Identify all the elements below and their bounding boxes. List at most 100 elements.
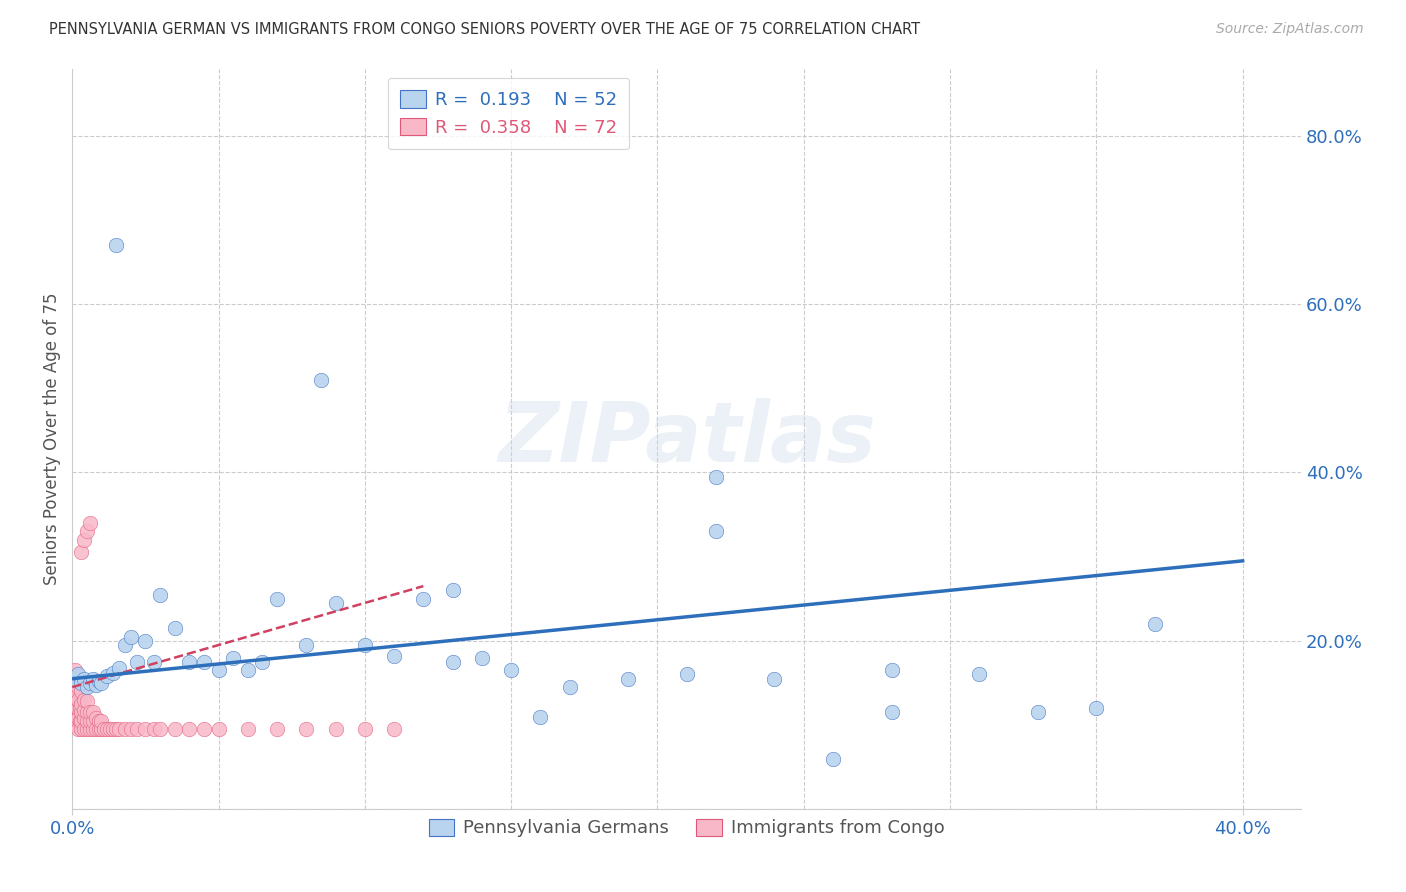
Point	[704, 524, 727, 539]
Point	[69, 701, 91, 715]
Point	[134, 722, 156, 736]
Point	[90, 714, 112, 728]
Point	[65, 684, 87, 698]
Point	[67, 669, 90, 683]
Point	[763, 672, 786, 686]
Point	[67, 680, 90, 694]
Point	[558, 680, 581, 694]
Point	[70, 697, 93, 711]
Point	[76, 706, 98, 720]
Point	[73, 722, 96, 736]
Point	[325, 722, 347, 736]
Point	[70, 684, 93, 698]
Point	[193, 722, 215, 736]
Point	[76, 524, 98, 539]
Point	[90, 676, 112, 690]
Point	[236, 663, 259, 677]
Point	[295, 638, 318, 652]
Point	[63, 689, 86, 703]
Point	[441, 655, 464, 669]
Point	[179, 655, 201, 669]
Point	[114, 638, 136, 652]
Point	[87, 722, 110, 736]
Point	[207, 722, 229, 736]
Point	[1143, 617, 1166, 632]
Text: PENNSYLVANIA GERMAN VS IMMIGRANTS FROM CONGO SENIORS POVERTY OVER THE AGE OF 75 : PENNSYLVANIA GERMAN VS IMMIGRANTS FROM C…	[49, 22, 921, 37]
Point	[63, 663, 86, 677]
Point	[103, 722, 125, 736]
Point	[704, 469, 727, 483]
Point	[96, 722, 118, 736]
Point	[1026, 706, 1049, 720]
Point	[143, 722, 166, 736]
Point	[87, 714, 110, 728]
Point	[441, 583, 464, 598]
Point	[63, 709, 86, 723]
Point	[125, 722, 148, 736]
Point	[252, 655, 274, 669]
Point	[87, 674, 110, 689]
Point	[63, 672, 86, 686]
Point	[114, 722, 136, 736]
Point	[93, 722, 115, 736]
Point	[63, 701, 86, 715]
Point	[65, 701, 87, 715]
Point	[96, 669, 118, 683]
Point	[63, 672, 86, 686]
Point	[67, 667, 90, 681]
Point	[471, 650, 494, 665]
Point	[84, 711, 107, 725]
Point	[134, 633, 156, 648]
Point	[120, 722, 142, 736]
Point	[207, 663, 229, 677]
Point	[70, 676, 93, 690]
Point	[108, 661, 131, 675]
Point	[236, 722, 259, 736]
Point	[325, 596, 347, 610]
Point	[63, 672, 86, 686]
Point	[120, 630, 142, 644]
Point	[70, 722, 93, 736]
Point	[82, 672, 104, 686]
Point	[79, 516, 101, 530]
Point	[67, 722, 90, 736]
Point	[163, 722, 186, 736]
Point	[1085, 701, 1108, 715]
Point	[73, 703, 96, 717]
Point	[266, 722, 288, 736]
Point	[880, 706, 903, 720]
Point	[76, 680, 98, 694]
Point	[353, 638, 375, 652]
Point	[63, 718, 86, 732]
Point	[412, 591, 434, 606]
Point	[76, 714, 98, 728]
Point	[105, 238, 128, 252]
Point	[65, 718, 87, 732]
Point	[103, 665, 125, 680]
Text: Source: ZipAtlas.com: Source: ZipAtlas.com	[1216, 22, 1364, 37]
Point	[70, 545, 93, 559]
Point	[295, 722, 318, 736]
Point	[63, 680, 86, 694]
Legend: Pennsylvania Germans, Immigrants from Congo: Pennsylvania Germans, Immigrants from Co…	[422, 812, 952, 845]
Point	[76, 722, 98, 736]
Point	[79, 722, 101, 736]
Point	[266, 591, 288, 606]
Point	[969, 667, 991, 681]
Point	[880, 663, 903, 677]
Point	[73, 711, 96, 725]
Point	[149, 588, 172, 602]
Point	[82, 722, 104, 736]
Point	[353, 722, 375, 736]
Point	[67, 692, 90, 706]
Point	[222, 650, 245, 665]
Point	[73, 533, 96, 547]
Point	[67, 701, 90, 715]
Point	[529, 709, 551, 723]
Point	[193, 655, 215, 669]
Point	[617, 672, 640, 686]
Point	[125, 655, 148, 669]
Point	[108, 722, 131, 736]
Point	[84, 677, 107, 691]
Point	[70, 706, 93, 720]
